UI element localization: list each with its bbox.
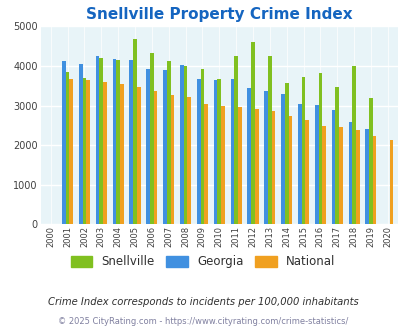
Bar: [314, 105, 318, 224]
Bar: [66, 72, 69, 224]
Bar: [99, 58, 103, 224]
Bar: [170, 94, 174, 224]
Bar: [284, 83, 288, 224]
Bar: [221, 106, 224, 224]
Title: Snellville Property Crime Index: Snellville Property Crime Index: [86, 8, 352, 22]
Bar: [187, 97, 191, 224]
Bar: [271, 111, 275, 224]
Bar: [179, 65, 183, 224]
Bar: [389, 141, 392, 224]
Text: Crime Index corresponds to incidents per 100,000 inhabitants: Crime Index corresponds to incidents per…: [47, 297, 358, 307]
Bar: [264, 91, 267, 224]
Bar: [129, 60, 133, 224]
Bar: [149, 53, 153, 224]
Bar: [82, 78, 86, 224]
Bar: [230, 80, 234, 224]
Bar: [69, 80, 73, 224]
Bar: [163, 70, 166, 224]
Bar: [347, 122, 352, 224]
Bar: [355, 130, 359, 224]
Bar: [136, 87, 140, 224]
Bar: [153, 90, 157, 224]
Bar: [338, 127, 342, 224]
Bar: [79, 64, 82, 224]
Legend: Snellville, Georgia, National: Snellville, Georgia, National: [66, 250, 339, 273]
Bar: [112, 59, 116, 224]
Bar: [213, 80, 217, 224]
Bar: [288, 116, 292, 224]
Bar: [217, 79, 221, 224]
Bar: [183, 66, 187, 224]
Bar: [103, 82, 107, 224]
Text: © 2025 CityRating.com - https://www.cityrating.com/crime-statistics/: © 2025 CityRating.com - https://www.city…: [58, 317, 347, 326]
Bar: [364, 129, 368, 224]
Bar: [196, 79, 200, 224]
Bar: [335, 87, 338, 224]
Bar: [301, 77, 305, 224]
Bar: [62, 61, 66, 224]
Bar: [250, 42, 254, 224]
Bar: [318, 73, 322, 224]
Bar: [116, 60, 120, 224]
Bar: [254, 109, 258, 224]
Bar: [352, 66, 355, 224]
Bar: [204, 104, 207, 224]
Bar: [166, 61, 170, 224]
Bar: [267, 56, 271, 224]
Bar: [297, 104, 301, 224]
Bar: [322, 126, 325, 224]
Bar: [331, 110, 335, 224]
Bar: [372, 136, 375, 224]
Bar: [133, 39, 136, 224]
Bar: [368, 98, 372, 224]
Bar: [247, 88, 250, 224]
Bar: [234, 56, 237, 224]
Bar: [200, 69, 204, 224]
Bar: [305, 120, 308, 224]
Bar: [86, 80, 90, 224]
Bar: [120, 84, 124, 224]
Bar: [96, 56, 99, 224]
Bar: [146, 69, 149, 224]
Bar: [237, 107, 241, 224]
Bar: [280, 94, 284, 224]
